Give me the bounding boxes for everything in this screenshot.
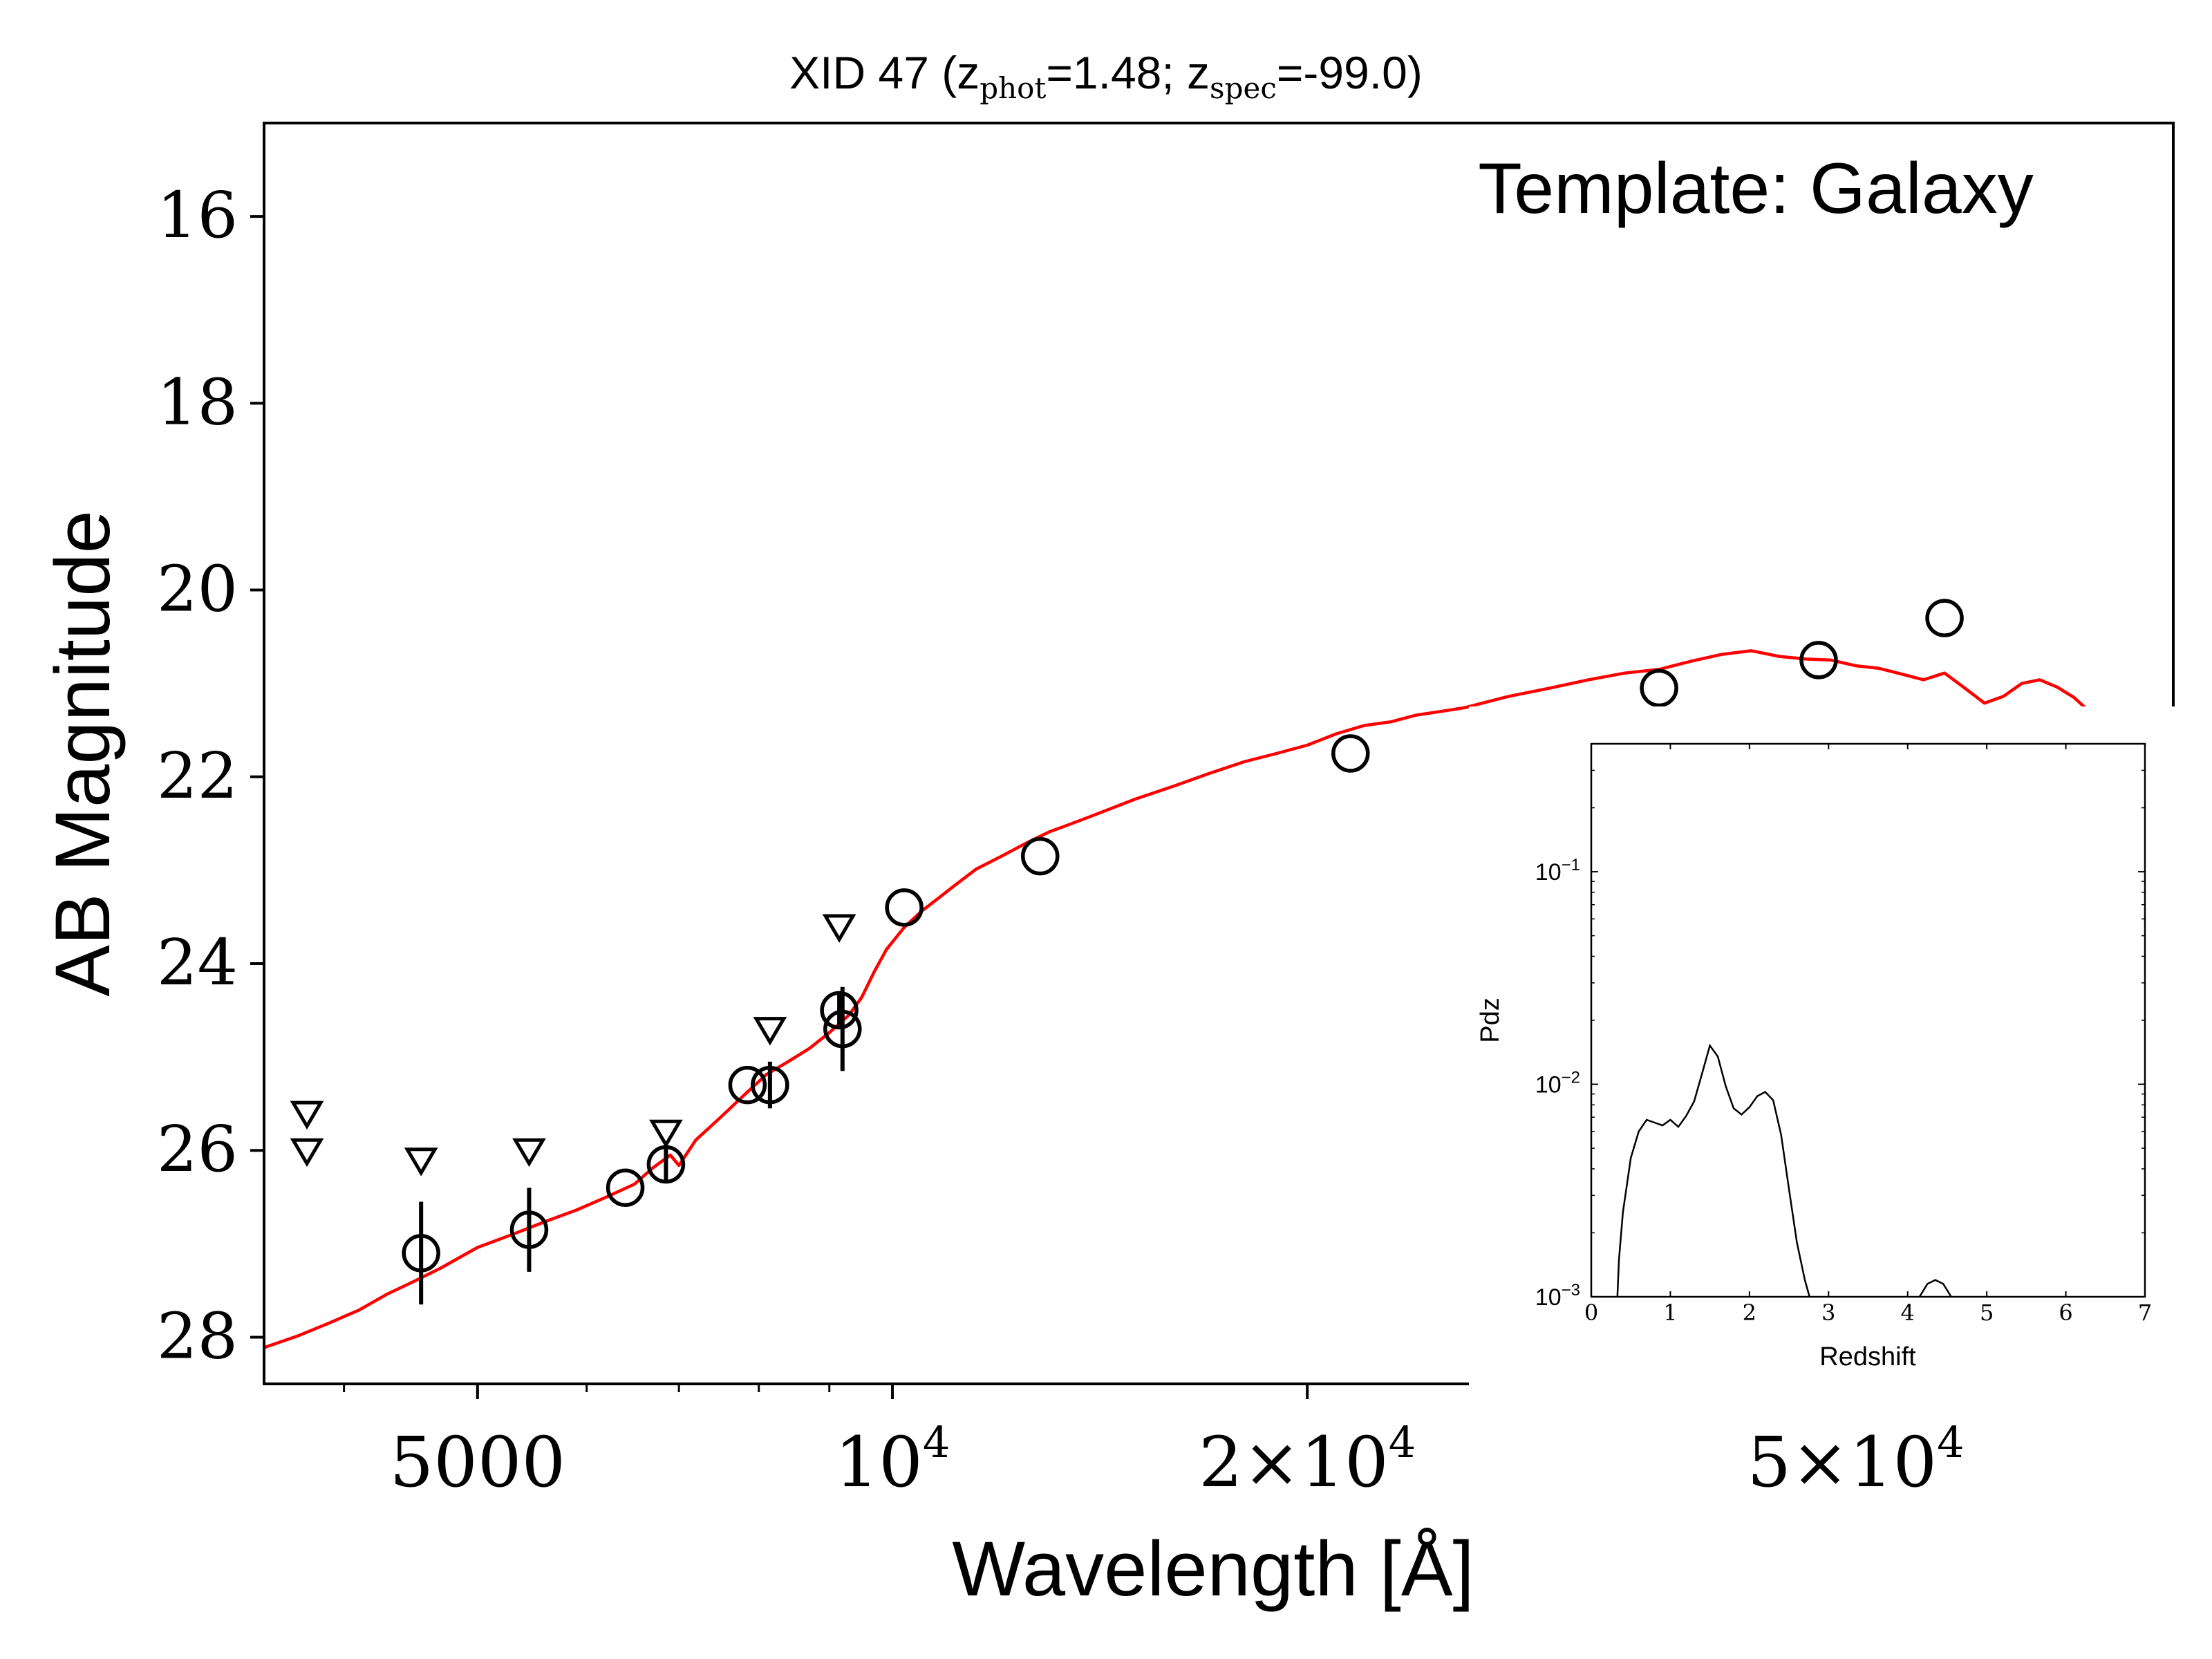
inset-x-tick-label: 7 bbox=[2138, 1300, 2152, 1326]
detection-point bbox=[823, 1009, 862, 1049]
y-tick-label: 18 bbox=[157, 365, 238, 439]
inset-x-tick-label: 3 bbox=[1821, 1300, 1835, 1326]
pdz-curve bbox=[1616, 1043, 1811, 1297]
inset-x-tick-label: 0 bbox=[1584, 1300, 1598, 1326]
inset-x-tick-label: 2 bbox=[1743, 1300, 1756, 1326]
detection-point bbox=[1331, 734, 1370, 773]
template-annotation: Template: Galaxy bbox=[1478, 149, 2033, 229]
redshift-pdz-inset: 0 1 2 3 4 5 6 7 10−1 10−2 10−3 Redshift Pdz bbox=[1469, 706, 2205, 1401]
y-tick-label: 28 bbox=[157, 1299, 238, 1373]
y-tick-label: 20 bbox=[157, 552, 238, 626]
detection-point bbox=[1925, 599, 1964, 637]
chart-title: XID 47 (zphot=1.48; zspec=-99.0) bbox=[789, 47, 1423, 105]
y-axis-ticks: 16 18 20 22 24 26 28 bbox=[157, 178, 264, 1373]
upper-limit-marker bbox=[404, 1147, 438, 1177]
detection-point bbox=[885, 888, 924, 927]
inset-y-tick-label: 10−2 bbox=[1535, 1069, 1580, 1098]
inset-x-tick-label: 5 bbox=[1980, 1300, 1994, 1326]
upper-limit-marker bbox=[753, 1017, 787, 1046]
inset-ticks: 0 1 2 3 4 5 6 7 10−1 10−2 10−3 bbox=[1535, 743, 2152, 1326]
detection-point bbox=[728, 1065, 767, 1105]
x-tick-label: 5×104 bbox=[1747, 1417, 1964, 1503]
y-tick-label: 16 bbox=[157, 178, 238, 252]
x-tick-label: 2×104 bbox=[1199, 1417, 1416, 1503]
upper-limit-marker bbox=[290, 1138, 324, 1168]
y-tick-label: 26 bbox=[157, 1112, 238, 1186]
inset-x-tick-label: 1 bbox=[1663, 1300, 1677, 1326]
pdz-curve bbox=[1918, 1279, 1952, 1297]
inset-x-tick-label: 6 bbox=[2059, 1300, 2072, 1326]
x-axis-label: Wavelength [Å] bbox=[952, 1526, 1474, 1612]
detection-point bbox=[509, 1210, 549, 1249]
photometry-layer bbox=[290, 599, 1964, 1305]
detection-point bbox=[1020, 836, 1060, 876]
x-axis-ticks: 5000 104 2×104 5×104 bbox=[343, 1384, 2139, 1503]
x-tick-label: 104 bbox=[835, 1417, 950, 1503]
detection-point bbox=[606, 1168, 645, 1208]
inset-x-tick-label: 4 bbox=[1901, 1300, 1915, 1326]
upper-limit-marker bbox=[290, 1100, 324, 1130]
detection-point bbox=[820, 991, 859, 1030]
x-tick-label: 5000 bbox=[390, 1422, 566, 1503]
upper-limit-marker bbox=[512, 1138, 546, 1168]
y-tick-label: 22 bbox=[157, 739, 238, 813]
upper-limit-marker bbox=[649, 1119, 683, 1149]
upper-limit-marker bbox=[822, 914, 856, 943]
detection-point bbox=[1640, 668, 1678, 708]
inset-y-axis-label: Pdz bbox=[1476, 997, 1505, 1042]
detection-point bbox=[1799, 641, 1838, 679]
pdz-curves-layer bbox=[1616, 1043, 1952, 1297]
inset-y-tick-label: 10−1 bbox=[1535, 856, 1580, 885]
detection-point bbox=[751, 1065, 789, 1105]
detection-point bbox=[402, 1234, 440, 1273]
y-tick-label: 24 bbox=[157, 926, 238, 1000]
y-axis-label: AB Magnitude bbox=[39, 510, 126, 997]
inset-y-tick-label: 10−3 bbox=[1535, 1281, 1580, 1311]
inset-x-axis-label: Redshift bbox=[1819, 1342, 1916, 1371]
